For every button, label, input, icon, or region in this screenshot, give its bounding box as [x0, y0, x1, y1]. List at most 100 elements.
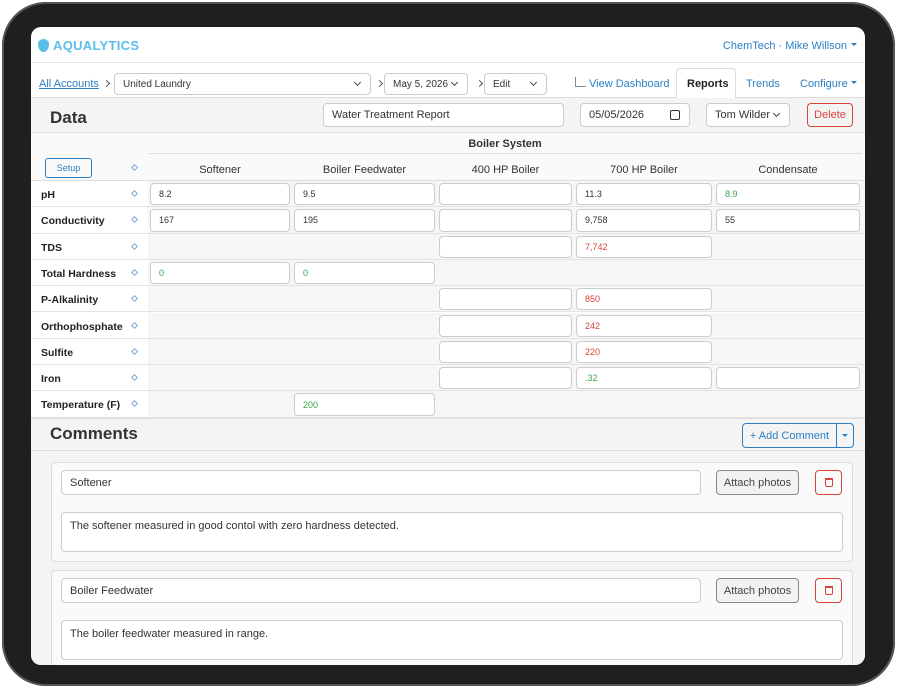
value-input[interactable] [439, 209, 572, 232]
attach-button[interactable]: Attach photos [716, 578, 799, 603]
txt: 05/05/2026 [589, 109, 645, 121]
group-header: Boiler System [468, 138, 542, 150]
value-input[interactable]: 9,758 [576, 209, 712, 232]
value-input[interactable]: 200 [294, 393, 435, 416]
value: 195 [303, 215, 319, 226]
value: 167 [159, 215, 175, 226]
select-caret [529, 78, 538, 87]
value-input[interactable]: 850 [576, 288, 712, 311]
configure-caret [851, 81, 857, 87]
column-header: Softener [199, 164, 241, 176]
setup-button[interactable]: Setup [45, 158, 92, 178]
comment-text[interactable]: The softener measured in good contol wit… [61, 512, 843, 552]
delete-comment-button[interactable] [815, 578, 842, 603]
value-input[interactable]: 220 [576, 340, 712, 364]
row-label: Temperature (F) [41, 399, 121, 412]
separator [375, 79, 384, 88]
row-label: P-Alkalinity [41, 294, 99, 307]
comments-title: Comments [50, 424, 138, 443]
group-header-cell [148, 133, 862, 154]
report-date[interactable]: 05/05/2026 [580, 103, 690, 127]
value-input[interactable] [439, 288, 572, 311]
txt: Boiler Feedwater [70, 584, 154, 597]
divider [31, 97, 865, 98]
tab[interactable]: Configure [800, 78, 848, 90]
row-label: Sulfite [41, 346, 74, 359]
accounts-link[interactable]: All Accounts [39, 78, 99, 90]
txt: Water Treatment Report [332, 109, 450, 121]
tab[interactable]: Reports [687, 78, 729, 90]
divider [31, 62, 865, 63]
value-input[interactable] [716, 367, 860, 390]
value-input[interactable]: 9.5 [294, 183, 435, 206]
row-label-cell [31, 338, 148, 366]
add-comment-caret-button[interactable] [836, 423, 854, 448]
value-input[interactable] [439, 235, 572, 258]
value: 7,742 [585, 241, 608, 252]
attach-button[interactable]: Attach photos [716, 470, 799, 495]
value: 0 [303, 268, 309, 279]
value: 850 [585, 294, 601, 305]
value-input[interactable]: 195 [294, 209, 435, 232]
row-label-cell [31, 391, 148, 418]
comment-name[interactable]: Softener [61, 470, 701, 495]
calendar-icon [670, 110, 680, 120]
row-label-cell [31, 286, 148, 313]
setup-label: Setup [56, 163, 81, 173]
column-header: Boiler Feedwater [322, 164, 407, 176]
report-name[interactable]: Water Treatment Report [323, 103, 564, 127]
value: 11.3 [585, 189, 602, 200]
delete-button[interactable]: Delete [807, 103, 853, 127]
value: 9,758 [585, 215, 608, 226]
comment-text[interactable]: The boiler feedwater measured in range. [61, 620, 843, 660]
row-label-cell [31, 207, 148, 234]
row-label-cell [31, 312, 148, 339]
row-label: Conductivity [41, 215, 105, 228]
caret [842, 434, 848, 440]
row-label: pH [41, 189, 55, 201]
column-header: 700 HP Boiler [610, 164, 678, 176]
select-text: United Laundry [123, 78, 191, 90]
user-menu[interactable]: ChemTech · Mike Willson [722, 40, 847, 52]
add-comment-button[interactable]: + Add Comment [742, 423, 837, 448]
row-label: Iron [41, 373, 61, 386]
tab[interactable]: Trends [746, 78, 780, 90]
value-input[interactable]: 0 [150, 261, 290, 285]
brand-icon [38, 39, 49, 52]
value-input[interactable]: 7,742 [576, 235, 712, 258]
value: 0 [159, 268, 165, 279]
delete-comment-button[interactable] [815, 470, 842, 495]
select[interactable]: May 5, 2026 [384, 73, 468, 95]
value: 9.5 [303, 189, 316, 200]
tab[interactable]: View Dashboard [589, 78, 670, 90]
row-label-cell [31, 259, 148, 287]
value-input[interactable]: 242 [576, 314, 712, 337]
txt: The boiler feedwater measured in range. [70, 628, 269, 640]
value-input[interactable]: 11.3 [576, 183, 712, 206]
comment-name[interactable]: Boiler Feedwater [61, 578, 701, 603]
value-input[interactable]: 55 [716, 209, 860, 232]
value-input[interactable] [439, 367, 572, 390]
value-input[interactable] [439, 340, 572, 364]
tab-active-bg [676, 68, 736, 98]
row-label-cell [31, 181, 148, 208]
value-input[interactable]: 167 [150, 209, 290, 232]
row-label: Orthophosphate [41, 320, 123, 333]
select-caret [353, 78, 362, 87]
value-input[interactable]: 8.9 [716, 183, 860, 206]
technician[interactable]: Tom Wilder [706, 103, 790, 127]
value-input[interactable] [439, 183, 572, 206]
data-title: Data [50, 108, 87, 127]
value-input[interactable]: 8.2 [150, 183, 290, 206]
comments-band [31, 418, 865, 451]
row-label-cell [31, 365, 148, 392]
value-input[interactable]: 0 [294, 261, 435, 285]
select[interactable]: United Laundry [114, 73, 371, 95]
value-input[interactable]: .32 [576, 367, 712, 390]
brand[interactable]: AQUALYTICS [53, 38, 140, 53]
select[interactable]: Edit [484, 73, 547, 95]
value-input[interactable] [439, 314, 572, 337]
value: 55 [725, 215, 736, 226]
separator [475, 79, 484, 88]
